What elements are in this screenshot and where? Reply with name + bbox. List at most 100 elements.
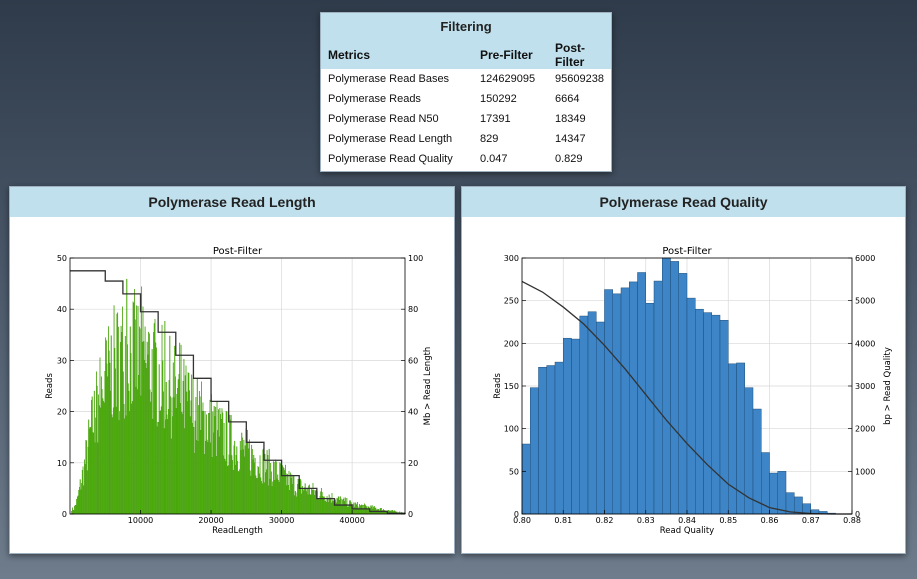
histogram-bar (205, 441, 207, 515)
y2-tick-label: 1000 (855, 467, 875, 476)
x-tick-label: 30000 (269, 516, 294, 525)
histogram-bar (124, 336, 126, 515)
histogram-bar (244, 445, 246, 515)
histogram-bar (310, 495, 312, 515)
histogram-bar (325, 500, 327, 515)
histogram-bar (79, 487, 80, 515)
histogram-bar (178, 374, 180, 515)
histogram-bar (332, 500, 334, 515)
histogram-bar (193, 426, 195, 515)
histogram-bar (203, 411, 205, 515)
histogram-bar (112, 417, 114, 515)
histogram-bar (203, 454, 205, 515)
histogram-bar (347, 506, 348, 515)
histogram-bar (129, 326, 131, 515)
table-header-row: Metrics Pre-Filter Post-Filter (321, 41, 611, 69)
histogram-bar (143, 341, 145, 515)
histogram-bar (248, 448, 250, 515)
histogram-bar (102, 398, 104, 515)
histogram-bar (79, 479, 81, 515)
histogram-bar (341, 504, 343, 515)
histogram-bar (210, 442, 212, 515)
postfilter-value: 6664 (555, 93, 580, 105)
histogram-bar (96, 385, 98, 515)
histogram-bar (736, 362, 745, 515)
histogram-bar (268, 485, 269, 515)
histogram-bar (279, 462, 281, 515)
histogram-bar (258, 473, 260, 515)
histogram-bar (218, 409, 219, 515)
histogram-bar (306, 491, 308, 515)
histogram-bar (105, 337, 107, 515)
histogram-bar (179, 342, 181, 515)
histogram-bar (100, 407, 102, 515)
histogram-bar (272, 481, 274, 515)
histogram-bar (225, 461, 226, 515)
y-tick-label: 20 (57, 408, 67, 417)
histogram-bar (162, 360, 164, 515)
histogram-bar (151, 349, 153, 515)
y2-tick-label: 0 (855, 510, 860, 519)
histogram-bar (141, 341, 143, 515)
histogram-bar (99, 357, 101, 515)
histogram-bar (752, 408, 762, 515)
histogram-bar (169, 335, 171, 515)
histogram-bar (241, 432, 243, 515)
histogram-bar (596, 321, 605, 515)
prefilter-value: 150292 (480, 93, 517, 105)
histogram-bar (144, 326, 146, 515)
histogram-bar (296, 496, 298, 515)
histogram-bar (321, 491, 323, 515)
histogram-bar (324, 500, 326, 515)
histogram-bar (141, 286, 143, 515)
histogram-bar (204, 410, 206, 515)
histogram-bar (168, 380, 170, 515)
histogram-bar (160, 406, 162, 515)
histogram-bar (313, 490, 315, 515)
histogram-bar (270, 471, 272, 515)
histogram-bar (777, 471, 787, 515)
histogram-bar (249, 439, 250, 515)
histogram-bar (116, 313, 118, 515)
histogram-bar (146, 341, 148, 515)
histogram-bar (136, 389, 138, 515)
x-tick-label: 0.82 (596, 516, 614, 525)
histogram-bar (604, 289, 613, 515)
histogram-bar (262, 449, 264, 515)
metric-name: Polymerase Read Bases (328, 73, 450, 85)
plot-frame (69, 257, 406, 515)
histogram-bar (538, 366, 547, 515)
histogram-bar (307, 494, 309, 515)
histogram-bar (133, 302, 135, 515)
histogram-bar (695, 308, 704, 515)
histogram-bar (115, 368, 116, 515)
histogram-bar (196, 378, 198, 515)
histogram-bar (215, 407, 217, 515)
y2-tick-label: 5000 (855, 297, 875, 306)
filtering-table: Metrics Pre-Filter Post-Filter Polymeras… (321, 41, 611, 169)
histogram-bar (247, 442, 249, 515)
histogram-bar (305, 488, 307, 515)
histogram-bar (356, 502, 358, 515)
y2-tick-label: 40 (408, 408, 418, 417)
y-tick-label: 250 (504, 297, 519, 306)
postfilter-header: Post-Filter (555, 41, 585, 69)
histogram-bar (271, 486, 273, 515)
histogram-bar (288, 470, 290, 515)
histogram-bar (148, 333, 150, 515)
histogram-bar (344, 497, 346, 515)
histogram-bar (371, 505, 373, 515)
histogram-bar (81, 483, 83, 515)
histogram-bar (110, 390, 112, 515)
histogram-bar (370, 505, 372, 515)
histogram-bar (198, 405, 200, 515)
histogram-bar (130, 353, 132, 515)
y-axis-label: Reads (493, 373, 503, 399)
histogram-bar (275, 461, 277, 515)
histogram-bar (256, 478, 257, 515)
histogram-bar (229, 414, 231, 515)
metric-name: Polymerase Read N50 (328, 113, 439, 125)
histogram-bar (121, 332, 123, 515)
histogram-bar (212, 411, 214, 515)
histogram-bar (294, 495, 296, 515)
